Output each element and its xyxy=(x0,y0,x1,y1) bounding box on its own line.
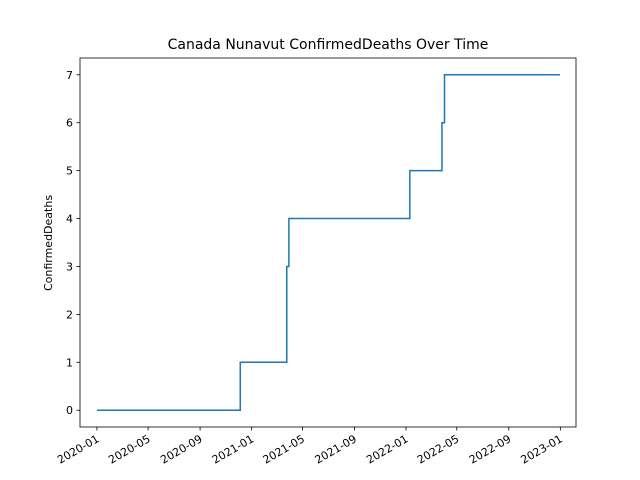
y-tick-label: 2 xyxy=(66,308,73,321)
chart-title: Canada Nunavut ConfirmedDeaths Over Time xyxy=(168,37,489,53)
y-tick-label: 4 xyxy=(66,213,73,226)
series-line-1 xyxy=(96,74,560,411)
axes-frame xyxy=(79,57,577,428)
y-tick-label: 6 xyxy=(66,117,73,130)
y-tick-label: 1 xyxy=(66,356,73,369)
y-tick-label: 5 xyxy=(66,165,73,178)
y-axis-label: ConfirmedDeaths xyxy=(42,195,55,291)
y-tick-label: 0 xyxy=(66,404,73,417)
y-tick-label: 3 xyxy=(66,260,73,273)
y-tick-label: 7 xyxy=(66,69,73,82)
